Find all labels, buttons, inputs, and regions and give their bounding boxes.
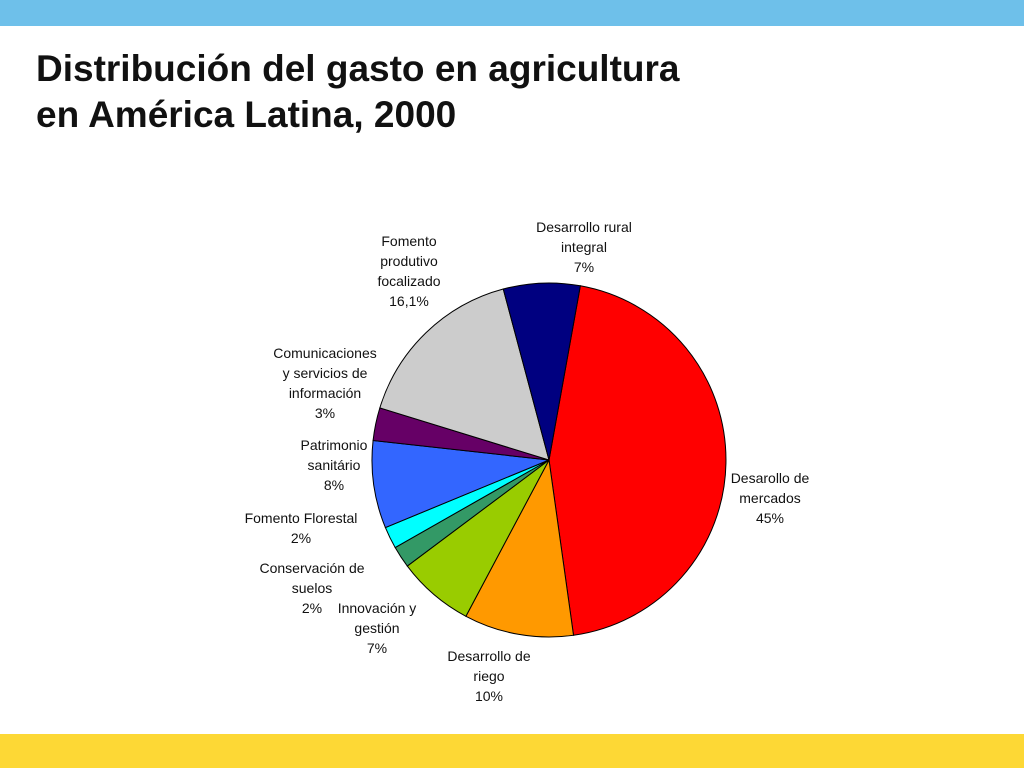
top-accent-bar xyxy=(0,0,1024,26)
pie-slice-5 xyxy=(371,439,550,529)
slice-label-line: Fomento xyxy=(381,233,437,249)
slice-label-line: y servicios de xyxy=(282,365,368,381)
slice-label-line: 8% xyxy=(323,477,345,493)
slice-label-line: Fomento Florestal xyxy=(244,510,358,526)
slice-label-line: focalizado xyxy=(377,273,441,289)
slice-label-line: Conservación de xyxy=(259,560,365,576)
pie-slice-7 xyxy=(379,288,550,461)
title-line-1: Distribución del gasto en agricultura xyxy=(36,48,680,89)
slice-label-line: 2% xyxy=(301,600,323,616)
slice-label-line: riego xyxy=(473,668,505,684)
slice-label-line: 7% xyxy=(573,259,595,275)
slice-label-0: Desarollo de mercados 45% xyxy=(700,468,840,528)
slice-label-line: Patrimonio xyxy=(300,437,368,453)
title-line-2: en América Latina, 2000 xyxy=(36,94,457,135)
slice-label-line: produtivo xyxy=(380,253,438,269)
slice-label-1: Desarrollo de riego 10% xyxy=(419,646,559,706)
slice-label-8: Desarrollo rural integral 7% xyxy=(514,217,654,277)
bottom-accent-bar xyxy=(0,734,1024,768)
slice-label-line: integral xyxy=(561,239,607,255)
pie-slice-8 xyxy=(502,282,581,461)
slice-label-line: 2% xyxy=(290,530,312,546)
slice-label-line: Desarrollo rural xyxy=(536,219,632,235)
slice-label-line: gestión xyxy=(354,620,400,636)
slice-label-7: Fomento produtivo focalizado 16,1% xyxy=(339,231,479,311)
slice-label-line: suelos xyxy=(291,580,333,596)
slice-label-line: sanitário xyxy=(307,457,361,473)
slice-label-4: Fomento Florestal 2% xyxy=(231,508,371,548)
pie-slice-1 xyxy=(465,458,575,638)
slice-label-line: 7% xyxy=(366,640,388,656)
slice-label-2: Innovación y gestión 7% xyxy=(307,598,447,658)
slice-label-line: 10% xyxy=(474,688,504,704)
slice-label-line: Desarrollo de xyxy=(447,648,531,664)
slice-label-line: 45% xyxy=(755,510,785,526)
slice-label-6: Comunicaciones y servicios de información 3… xyxy=(255,343,395,423)
pie-slice-0 xyxy=(548,285,727,636)
slice-label-line: 16,1% xyxy=(389,293,429,309)
slice-label-line: Comunicaciones xyxy=(273,345,377,361)
slice-label-line: 3% xyxy=(314,405,336,421)
slice-label-line: Innovación y xyxy=(337,600,417,616)
slice-label-5: Patrimonio sanitário 8% xyxy=(264,435,404,495)
slice-label-line: Desarollo de xyxy=(730,470,810,486)
slice-label-line: mercados xyxy=(739,490,801,506)
slice-label-3: Conservación de suelos 2% xyxy=(242,558,382,618)
slice-label-line: información xyxy=(288,385,362,401)
page-title: Distribución del gasto en agricultura en… xyxy=(36,46,680,138)
